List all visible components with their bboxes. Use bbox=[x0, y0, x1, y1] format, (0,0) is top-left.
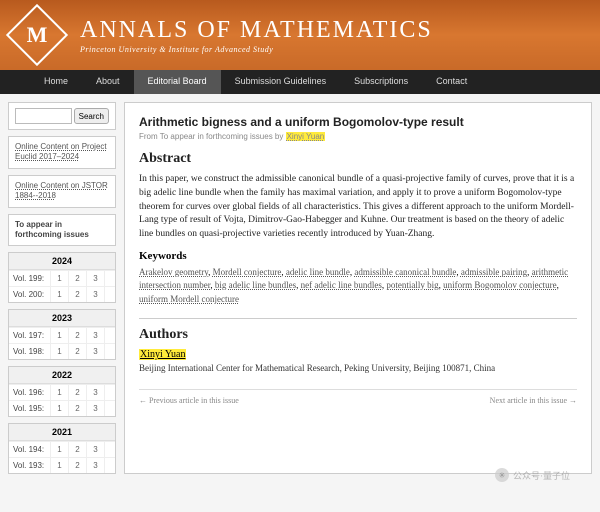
year-heading: 2023 bbox=[9, 310, 115, 327]
author-affiliation: Beijing International Center for Mathema… bbox=[139, 363, 577, 373]
abstract-heading: Abstract bbox=[139, 151, 577, 167]
volume-label: Vol. 197: bbox=[9, 328, 51, 343]
article-title: Arithmetic bigness and a uniform Bogomol… bbox=[139, 115, 577, 129]
keyword-link[interactable]: Arakelov geometry bbox=[139, 267, 208, 277]
issue-link[interactable]: 3 bbox=[87, 458, 105, 473]
authors-heading: Authors bbox=[139, 327, 577, 343]
volume-row: Vol. 198:123 bbox=[9, 343, 115, 359]
keyword-link[interactable]: admissible pairing bbox=[461, 267, 527, 277]
volume-row: Vol. 194:123 bbox=[9, 441, 115, 457]
watermark: ✳ 公众号·量子位 bbox=[495, 468, 570, 482]
journal-subtitle: Princeton University & Institute for Adv… bbox=[80, 45, 433, 54]
issue-link[interactable]: 1 bbox=[51, 344, 69, 359]
keyword-link[interactable]: uniform Bogomolov conjecture bbox=[443, 280, 556, 290]
divider bbox=[139, 318, 577, 319]
issue-link[interactable]: 3 bbox=[87, 401, 105, 416]
volume-label: Vol. 199: bbox=[9, 271, 51, 286]
keyword-link[interactable]: uniform Mordell conjecture bbox=[139, 294, 239, 304]
year-block-2022: 2022Vol. 196:123Vol. 195:123 bbox=[8, 366, 116, 417]
sidebar-link-jstor[interactable]: Online Content on JSTOR 1884--2018 bbox=[8, 175, 116, 208]
volume-row: Vol. 197:123 bbox=[9, 327, 115, 343]
keyword-link[interactable]: nef adelic line bundles bbox=[301, 280, 382, 290]
issue-link[interactable]: 2 bbox=[69, 271, 87, 286]
volume-row: Vol. 199:123 bbox=[9, 270, 115, 286]
year-heading: 2021 bbox=[9, 424, 115, 441]
journal-title: ANNALS OF MATHEMATICS bbox=[80, 17, 433, 44]
nav-item-subscriptions[interactable]: Subscriptions bbox=[340, 70, 422, 94]
search-panel: Search bbox=[8, 102, 116, 130]
volume-row: Vol. 200:123 bbox=[9, 286, 115, 302]
volume-label: Vol. 198: bbox=[9, 344, 51, 359]
keyword-link[interactable]: big adelic line bundles bbox=[215, 280, 296, 290]
volume-row: Vol. 195:123 bbox=[9, 400, 115, 416]
issue-link[interactable]: 1 bbox=[51, 287, 69, 302]
issue-link[interactable]: 1 bbox=[51, 442, 69, 457]
issue-link[interactable]: 3 bbox=[87, 344, 105, 359]
nav-item-contact[interactable]: Contact bbox=[422, 70, 481, 94]
year-block-2024: 2024Vol. 199:123Vol. 200:123 bbox=[8, 252, 116, 303]
issue-link[interactable]: 2 bbox=[69, 344, 87, 359]
issue-link[interactable]: 3 bbox=[87, 442, 105, 457]
volume-label: Vol. 195: bbox=[9, 401, 51, 416]
keyword-link[interactable]: Mordell conjecture bbox=[213, 267, 282, 277]
keyword-link[interactable]: potentially big bbox=[386, 280, 438, 290]
keywords-heading: Keywords bbox=[139, 250, 577, 262]
nav-item-editorial-board[interactable]: Editorial Board bbox=[134, 70, 221, 94]
article-content: Arithmetic bigness and a uniform Bogomol… bbox=[124, 102, 592, 474]
nav-item-home[interactable]: Home bbox=[30, 70, 82, 94]
nav-item-about[interactable]: About bbox=[82, 70, 134, 94]
issue-link[interactable]: 3 bbox=[87, 271, 105, 286]
header-banner: M ANNALS OF MATHEMATICS Princeton Univer… bbox=[0, 0, 600, 70]
year-heading: 2022 bbox=[9, 367, 115, 384]
volume-label: Vol. 196: bbox=[9, 385, 51, 400]
issue-link[interactable]: 2 bbox=[69, 442, 87, 457]
sidebar: Search Online Content on Project Euclid … bbox=[8, 102, 116, 474]
author-name[interactable]: Xinyi Yuan bbox=[139, 349, 186, 360]
volume-row: Vol. 193:123 bbox=[9, 457, 115, 473]
main-navbar: HomeAboutEditorial BoardSubmission Guide… bbox=[0, 70, 600, 94]
abstract-text: In this paper, we construct the admissib… bbox=[139, 173, 577, 242]
issue-link[interactable]: 1 bbox=[51, 401, 69, 416]
issue-link[interactable]: 2 bbox=[69, 328, 87, 343]
keyword-link[interactable]: adelic line bundle bbox=[286, 267, 350, 277]
next-article-link[interactable]: Next article in this issue → bbox=[490, 396, 577, 405]
year-heading: 2024 bbox=[9, 253, 115, 270]
issue-link[interactable]: 3 bbox=[87, 385, 105, 400]
issue-link[interactable]: 2 bbox=[69, 385, 87, 400]
issue-link[interactable]: 1 bbox=[51, 458, 69, 473]
sidebar-link-forthcoming[interactable]: To appear in forthcoming issues bbox=[8, 214, 116, 247]
issue-link[interactable]: 3 bbox=[87, 328, 105, 343]
issue-link[interactable]: 1 bbox=[51, 385, 69, 400]
article-pager: ← Previous article in this issue Next ar… bbox=[139, 389, 577, 405]
author-link[interactable]: Xinyi Yuan bbox=[286, 132, 326, 141]
journal-logo[interactable]: M bbox=[12, 10, 62, 60]
issue-link[interactable]: 2 bbox=[69, 458, 87, 473]
issue-link[interactable]: 3 bbox=[87, 287, 105, 302]
sidebar-link-euclid[interactable]: Online Content on Project Euclid 2017–20… bbox=[8, 136, 116, 169]
search-button[interactable]: Search bbox=[74, 108, 109, 124]
nav-item-submission-guidelines[interactable]: Submission Guidelines bbox=[221, 70, 341, 94]
issue-link[interactable]: 2 bbox=[69, 401, 87, 416]
issue-link[interactable]: 1 bbox=[51, 271, 69, 286]
prev-article-link[interactable]: ← Previous article in this issue bbox=[139, 396, 239, 405]
search-input[interactable] bbox=[15, 108, 72, 124]
keywords-list: Arakelov geometry, Mordell conjecture, a… bbox=[139, 266, 577, 307]
issue-link[interactable]: 1 bbox=[51, 328, 69, 343]
article-meta: From To appear in forthcoming issues by … bbox=[139, 132, 577, 141]
volume-row: Vol. 196:123 bbox=[9, 384, 115, 400]
year-block-2023: 2023Vol. 197:123Vol. 198:123 bbox=[8, 309, 116, 360]
wechat-icon: ✳ bbox=[495, 468, 509, 482]
volume-label: Vol. 193: bbox=[9, 458, 51, 473]
issue-link[interactable]: 2 bbox=[69, 287, 87, 302]
volume-label: Vol. 194: bbox=[9, 442, 51, 457]
year-block-2021: 2021Vol. 194:123Vol. 193:123 bbox=[8, 423, 116, 474]
keyword-link[interactable]: admissible canonical bundle bbox=[354, 267, 456, 277]
logo-letter: M bbox=[27, 22, 48, 48]
volume-label: Vol. 200: bbox=[9, 287, 51, 302]
